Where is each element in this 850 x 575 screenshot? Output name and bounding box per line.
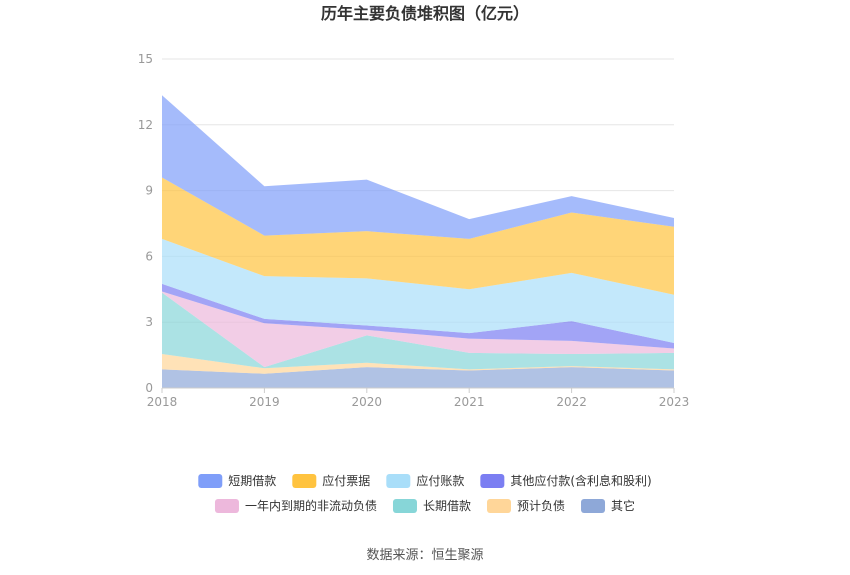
area-series-2[interactable] (162, 292, 674, 370)
legend-swatch-1[interactable] (487, 499, 511, 513)
legend-label-2[interactable]: 长期借款 (423, 499, 471, 513)
area-series-3[interactable] (162, 291, 674, 368)
legend: 短期借款 应付票据 应付账款 其他应付款(含利息和股利) 一年内到期的非流动负债 长期借款… (198, 473, 652, 513)
plot-areas (162, 95, 674, 388)
x-tick-label: 2019 (249, 395, 280, 409)
y-tick-label: 6 (145, 249, 153, 263)
legend-label-5[interactable]: 应付账款 (416, 473, 464, 488)
area-series-1[interactable] (162, 354, 674, 374)
legend-label-4[interactable]: 其他应付款(含利息和股利) (510, 473, 651, 488)
legend-swatch-6[interactable] (292, 474, 317, 488)
legend-label-6[interactable]: 应付票据 (322, 473, 370, 488)
legend-label-3[interactable]: 一年内到期的非流动负债 (245, 498, 377, 513)
x-tick-label: 2018 (147, 395, 178, 409)
y-tick-label: 9 (145, 184, 153, 198)
x-tick-label: 2020 (352, 395, 383, 409)
area-series-0[interactable] (162, 367, 674, 388)
legend-swatch-5[interactable] (386, 474, 411, 488)
x-tick-label: 2023 (659, 395, 690, 409)
x-tick-label: 2021 (454, 395, 485, 409)
legend-swatch-4[interactable] (480, 474, 505, 488)
legend-label-1[interactable]: 预计负债 (517, 499, 565, 513)
legend-swatch-2[interactable] (392, 499, 417, 513)
source-text: 数据来源：恒生聚源 (366, 548, 483, 563)
area-series-6[interactable] (162, 177, 674, 295)
legend-label-7[interactable]: 短期借款 (228, 474, 276, 488)
area-series-4[interactable] (162, 283, 674, 349)
legend-swatch-0[interactable] (581, 499, 606, 513)
x-tick-label: 2022 (556, 395, 587, 409)
y-tick-label: 0 (145, 381, 153, 395)
y-tick-label: 3 (145, 315, 153, 329)
area-series-7[interactable] (162, 95, 674, 239)
area-series-5[interactable] (162, 238, 674, 344)
axes: 0 3 6 9 12 15 2018 2019 2020 2021 2022 2023 (138, 52, 690, 409)
legend-swatch-7[interactable] (198, 474, 223, 488)
y-tick-label: 12 (138, 118, 153, 132)
legend-label-0[interactable]: 其它 (611, 498, 635, 513)
chart-title: 历年主要负债堆积图（亿元） (321, 4, 529, 23)
y-tick-label: 15 (138, 52, 153, 66)
legend-swatch-3[interactable] (214, 499, 239, 513)
